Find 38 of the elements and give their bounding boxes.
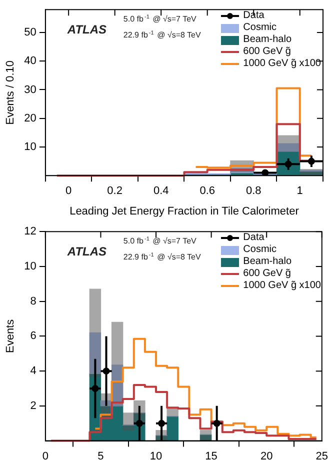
x-tick-label: 10	[150, 450, 162, 462]
legend-label: 600 GeV g̃	[243, 268, 291, 280]
legend-label: Beam-halo	[243, 34, 292, 46]
legend-label: Cosmic	[243, 22, 276, 34]
y-tick-label: 30	[24, 84, 36, 96]
x-tick-label: 0.6	[200, 185, 215, 198]
x-tick-label: 0.2	[107, 185, 122, 198]
annotation: ATLAS	[66, 244, 107, 259]
x-tick-label: 15	[205, 450, 218, 462]
y-tick-label: 2	[30, 400, 36, 412]
x-tick-label: 0	[66, 185, 72, 198]
x-tick-label: 0.4	[153, 185, 169, 198]
y-tick-label: 10	[24, 260, 36, 272]
x-tick-label: 0.8	[246, 185, 262, 198]
y-tick-label: 4	[30, 365, 36, 378]
legend-label: Data	[243, 10, 264, 22]
x-tick-label: 1	[296, 185, 303, 198]
x-tick-label: 25	[316, 450, 328, 462]
y-tick-label: 8	[30, 295, 36, 308]
y-tick-label: 40	[24, 55, 36, 68]
legend-label: 1000 GeV g̃ x100	[243, 280, 321, 292]
y-axis-title: Events / 0.10	[4, 60, 17, 125]
y-tick-label: 20	[24, 112, 36, 124]
x-tick-label: 5	[98, 450, 104, 462]
y-tick-label: 50	[24, 26, 36, 39]
legend-label: 1000 GeV g̃ x100	[243, 58, 321, 70]
legend-label: Cosmic	[243, 244, 276, 256]
legend-label: Data	[243, 232, 264, 244]
legend-label: 600 GeV g̃	[243, 46, 291, 58]
y-tick-label: 6	[30, 330, 36, 342]
annotation: ATLAS	[66, 22, 107, 37]
legend-label: Beam-halo	[243, 256, 292, 268]
x-tick-label: 0	[42, 450, 48, 462]
y-tick-label: 12	[24, 226, 36, 238]
x-axis-title: Leading Jet Energy Fraction in Tile Calorimeter	[70, 205, 300, 218]
y-tick-label: 10	[24, 141, 36, 154]
y-axis-title: Events	[4, 318, 17, 354]
x-tick-label: 20	[260, 450, 273, 462]
